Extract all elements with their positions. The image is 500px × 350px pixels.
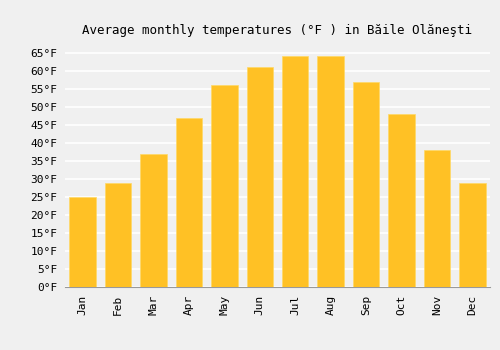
Bar: [388, 114, 414, 287]
Bar: [70, 197, 96, 287]
Bar: [282, 56, 308, 287]
Bar: [211, 85, 238, 287]
Bar: [424, 150, 450, 287]
Bar: [176, 118, 202, 287]
Bar: [105, 182, 132, 287]
Bar: [246, 67, 273, 287]
Bar: [140, 154, 167, 287]
Bar: [353, 82, 380, 287]
Bar: [318, 56, 344, 287]
Bar: [459, 182, 485, 287]
Title: Average monthly temperatures (°F ) in Băile Olăneşti: Average monthly temperatures (°F ) in Bă…: [82, 24, 472, 37]
